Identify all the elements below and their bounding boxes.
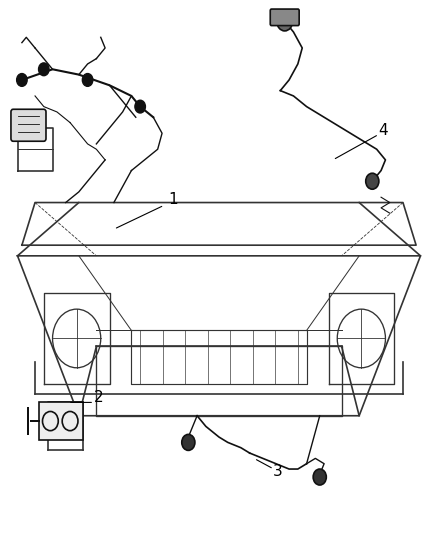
Text: 4: 4 <box>378 123 388 138</box>
FancyBboxPatch shape <box>11 109 46 141</box>
FancyBboxPatch shape <box>270 9 299 26</box>
Circle shape <box>39 63 49 76</box>
FancyBboxPatch shape <box>39 402 83 440</box>
Circle shape <box>182 434 195 450</box>
Text: 2: 2 <box>94 390 103 405</box>
Text: 3: 3 <box>273 464 283 479</box>
Circle shape <box>82 74 93 86</box>
Text: 1: 1 <box>168 192 178 207</box>
Circle shape <box>277 12 293 31</box>
Circle shape <box>135 100 145 113</box>
Circle shape <box>313 469 326 485</box>
Circle shape <box>366 173 379 189</box>
Circle shape <box>17 74 27 86</box>
